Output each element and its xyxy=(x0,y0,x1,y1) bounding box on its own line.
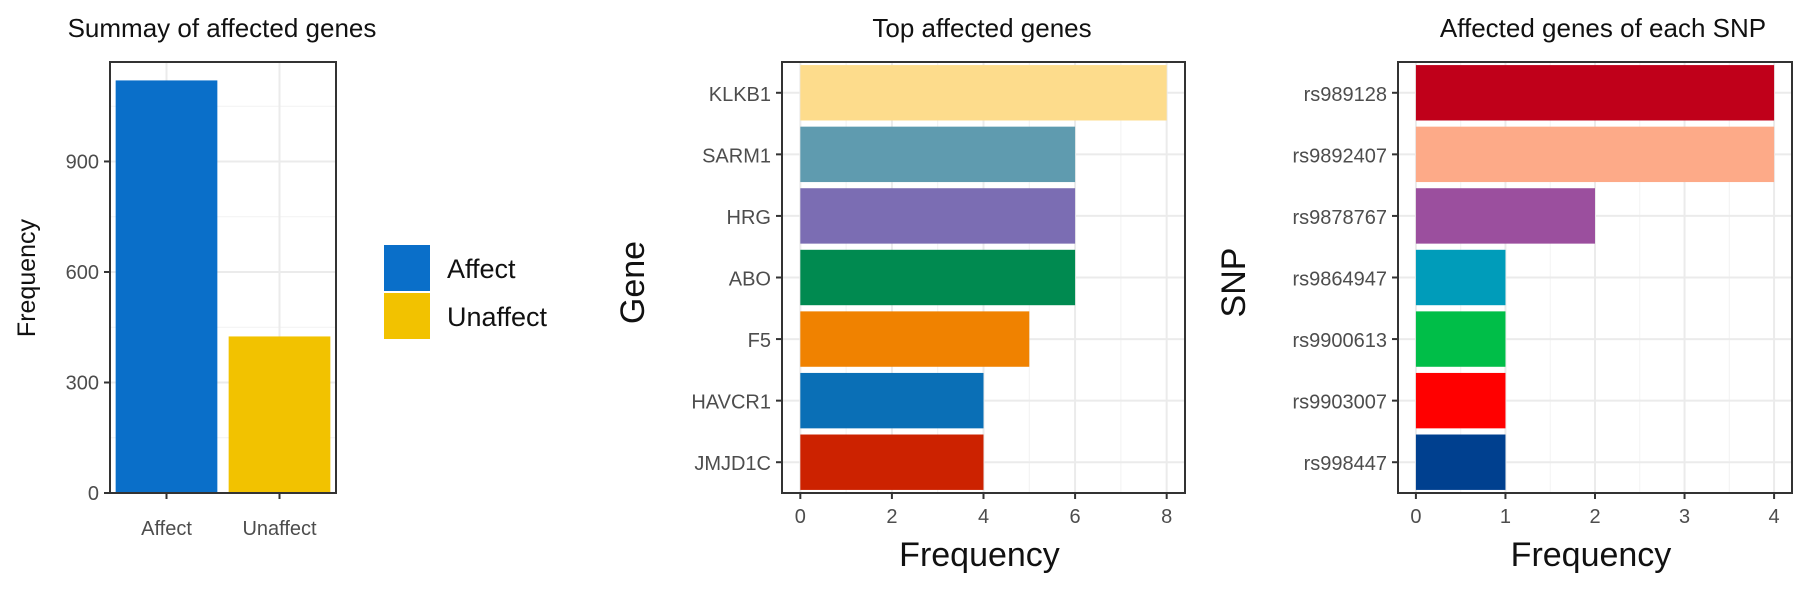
x-tick-label: 2 xyxy=(886,506,897,528)
x-axis-title: Frequency xyxy=(899,536,1060,574)
y-tick-label: HAVCR1 xyxy=(691,392,771,414)
bar-rs989128 xyxy=(1415,65,1775,121)
legend-label: Unaffect xyxy=(447,302,548,332)
bar-rs9900613 xyxy=(1415,311,1506,367)
y-tick-label: rs989128 xyxy=(1304,84,1387,106)
bar-affect xyxy=(115,80,218,494)
bar-havcr1 xyxy=(800,372,984,429)
y-axis-title: Gene xyxy=(614,241,652,324)
y-tick-label: rs9864947 xyxy=(1292,269,1387,291)
y-tick-label: F5 xyxy=(748,330,771,352)
chart-snp-genes: Affected genes of each SNP rs989128 rs9892… xyxy=(1215,13,1793,574)
y-tick-label: 900 xyxy=(66,151,99,173)
bar-f5 xyxy=(800,311,1030,367)
chart-title: Summay of affected genes xyxy=(68,13,377,43)
bar-rs9903007 xyxy=(1415,372,1506,429)
legend-swatch xyxy=(384,245,430,291)
chart-title: Top affected genes xyxy=(872,13,1091,43)
y-tick-label: SARM1 xyxy=(702,145,771,167)
y-tick-label: 600 xyxy=(66,262,99,284)
bar-unaffect xyxy=(228,336,331,493)
x-axis-title: Frequency xyxy=(1511,536,1672,574)
x-tick-label: 3 xyxy=(1679,506,1690,528)
bar-abo xyxy=(800,249,1076,306)
y-tick-label: rs998447 xyxy=(1304,453,1387,475)
y-tick-label: ABO xyxy=(729,269,771,291)
y-tick-label: rs9878767 xyxy=(1292,207,1387,229)
y-axis-title: SNP xyxy=(1215,248,1253,318)
x-tick-label: 4 xyxy=(1769,506,1780,528)
bar-rs9878767 xyxy=(1415,188,1595,244)
x-tick-label: 8 xyxy=(1161,506,1172,528)
x-tick-label: Unaffect xyxy=(242,518,317,540)
bar-rs998447 xyxy=(1415,434,1506,490)
legend-swatch xyxy=(384,293,430,339)
x-tick-label: 1 xyxy=(1500,506,1511,528)
bar-hrg xyxy=(800,188,1076,244)
chart-title: Affected genes of each SNP xyxy=(1440,13,1766,43)
y-tick-label: 0 xyxy=(88,483,99,505)
panel-border xyxy=(109,61,337,494)
y-tick-label: HRG xyxy=(727,207,771,229)
y-tick-label: rs9892407 xyxy=(1292,145,1387,167)
bar-rs9892407 xyxy=(1415,126,1775,183)
legend-label: Affect xyxy=(447,254,516,284)
x-tick-label: 4 xyxy=(978,506,989,528)
y-tick-label: JMJD1C xyxy=(694,453,771,475)
x-tick-label: 0 xyxy=(795,506,806,528)
y-tick-label: 300 xyxy=(66,372,99,394)
y-axis-title: Frequency xyxy=(13,218,41,337)
x-tick-label: 2 xyxy=(1589,506,1600,528)
chart-top-genes: Top affected genes KLKB1 SARM1 HRG ABO F5 HAVC… xyxy=(614,13,1186,574)
y-tick-label: KLKB1 xyxy=(709,84,771,106)
bar-jmjd1c xyxy=(800,434,984,490)
x-tick-label: Affect xyxy=(141,518,192,540)
bar-sarm1 xyxy=(800,126,1076,183)
chart-summary: Summay of affected genes 0 300 600 900 Affect… xyxy=(13,13,548,540)
x-tick-label: 6 xyxy=(1070,506,1081,528)
bar-rs9864947 xyxy=(1415,249,1506,306)
bar-klkb1 xyxy=(800,65,1167,121)
y-tick-label: rs9903007 xyxy=(1292,392,1387,414)
x-tick-label: 0 xyxy=(1410,506,1421,528)
y-tick-label: rs9900613 xyxy=(1292,330,1387,352)
legend: Affect Unaffect xyxy=(384,245,548,339)
